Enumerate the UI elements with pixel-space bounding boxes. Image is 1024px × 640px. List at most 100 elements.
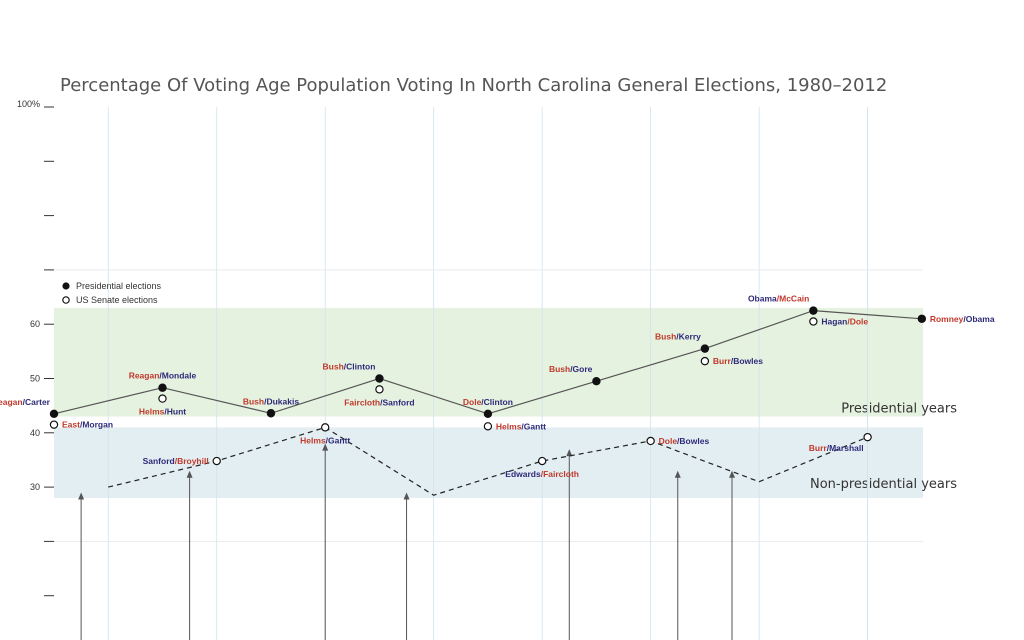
point-label: Faircloth/Sanford [344, 397, 414, 407]
series-line [108, 426, 868, 496]
winner-name: Dole [463, 397, 482, 407]
winner-name: Reagan [129, 371, 160, 381]
data-point [483, 409, 493, 418]
winner-name: Bush [549, 364, 570, 374]
point-label: Sanford/Broyhill [143, 456, 209, 466]
winner-name: East [62, 420, 80, 430]
winner-name: Bush [323, 362, 344, 372]
chart-title: Percentage Of Voting Age Population Voti… [60, 75, 887, 96]
arrow-head [729, 470, 735, 478]
data-point [700, 344, 710, 353]
loser-name: /Morgan [80, 420, 113, 430]
winner-name: Romney [930, 314, 964, 324]
data-point [592, 377, 601, 386]
band-label: Non-presidential years [810, 477, 957, 492]
winner-name: Dole [659, 436, 678, 446]
point-label: Burr/Marshall [809, 443, 864, 453]
arrow-head [78, 492, 85, 500]
point-label: Reagan/Mondale [129, 371, 197, 381]
loser-name: /Carter [23, 397, 51, 407]
loser-name: /Bowles [677, 436, 709, 446]
bands-layer: Presidential years Non-presidential years [54, 307, 957, 498]
data-point [809, 317, 818, 326]
point-label: Bush/Dukakis [243, 396, 299, 406]
winner-name: Helms [496, 421, 522, 431]
point-label: Helms/Gantt [300, 435, 350, 445]
point-label: Bush/Kerry [655, 332, 701, 342]
winner-name: Hagan [821, 316, 847, 326]
loser-name: /Obama [963, 314, 994, 324]
point-label: Hagan/Dole [821, 316, 868, 326]
winner-name: Burr [713, 356, 732, 366]
loser-name: /Marshall [827, 443, 864, 453]
data-point [646, 436, 655, 446]
arrow-head [403, 492, 410, 500]
legend-label: US Senate elections [76, 295, 158, 305]
legend-marker [62, 282, 70, 290]
point-label: Dole/Bowles [659, 436, 710, 446]
arrow-head [322, 443, 329, 451]
legend-label: Presidential elections [76, 281, 162, 291]
point-label: Reagan/Carter [0, 397, 51, 407]
loser-name: /Dukakis [264, 396, 299, 406]
data-point [700, 356, 710, 366]
loser-name: /Gore [570, 364, 592, 374]
point-label: Helms/Hunt [139, 407, 186, 417]
y-tick-label: 100% [17, 99, 40, 109]
arrow-head [186, 470, 193, 478]
arrow-head [566, 449, 573, 457]
loser-name: /Mondale [159, 371, 196, 381]
point-label: Bush/Gore [549, 364, 593, 374]
data-point [321, 423, 330, 432]
winner-name: Burr [809, 443, 828, 453]
legend-marker [62, 296, 70, 304]
points-layer [49, 306, 927, 466]
labels-layer: Reagan/CarterReagan/MondaleBush/DukakisB… [0, 294, 995, 479]
point-label: Dole/Clinton [463, 397, 513, 407]
data-point [212, 456, 221, 466]
point-label: Burr/Bowles [713, 356, 763, 366]
point-label: Helms/Gantt [496, 421, 546, 431]
loser-name: /Clinton [481, 397, 513, 407]
loser-name: /Dole [847, 316, 868, 326]
data-point [49, 420, 59, 429]
loser-name: /Sanford [380, 397, 414, 407]
data-point [863, 432, 872, 442]
data-point [158, 383, 167, 392]
data-point [483, 422, 493, 431]
legend: Presidential elections US Senate election… [62, 281, 162, 305]
loser-name: /Hunt [164, 407, 186, 417]
loser-name: /Gantt [521, 421, 546, 431]
data-point [537, 456, 547, 466]
y-tick-label: 30 [30, 482, 40, 492]
y-tick-label: 60 [30, 319, 40, 329]
winner-name: Faircloth [344, 397, 380, 407]
winner-name: Sanford [143, 456, 175, 466]
band-label: Presidential years [841, 402, 957, 417]
y-tick-label: 50 [30, 374, 40, 384]
point-label: Romney/Obama [930, 314, 995, 324]
point-label: Edwards/Faircloth [505, 469, 579, 479]
band [54, 427, 923, 498]
point-label: East/Morgan [62, 420, 113, 430]
data-point [158, 394, 167, 403]
y-axis: 100% 60 50 40 30 [17, 99, 54, 597]
arrow-head [674, 470, 681, 478]
winner-name: Bush [655, 332, 676, 342]
loser-name: /Gantt [326, 435, 351, 445]
winner-name: Helms [300, 435, 326, 445]
data-point [917, 314, 927, 323]
winner-name: Reagan [0, 397, 23, 407]
data-point [375, 385, 384, 394]
arrows-layer [78, 443, 735, 640]
winner-name: Edwards [505, 469, 541, 479]
loser-name: /Clinton [344, 362, 376, 372]
loser-name: /Faircloth [541, 469, 579, 479]
data-point [809, 306, 818, 315]
data-point [49, 409, 59, 418]
point-label: Obama/McCain [748, 294, 809, 304]
winner-name: Helms [139, 407, 165, 417]
data-point [375, 374, 384, 383]
grid-layer [54, 107, 923, 640]
